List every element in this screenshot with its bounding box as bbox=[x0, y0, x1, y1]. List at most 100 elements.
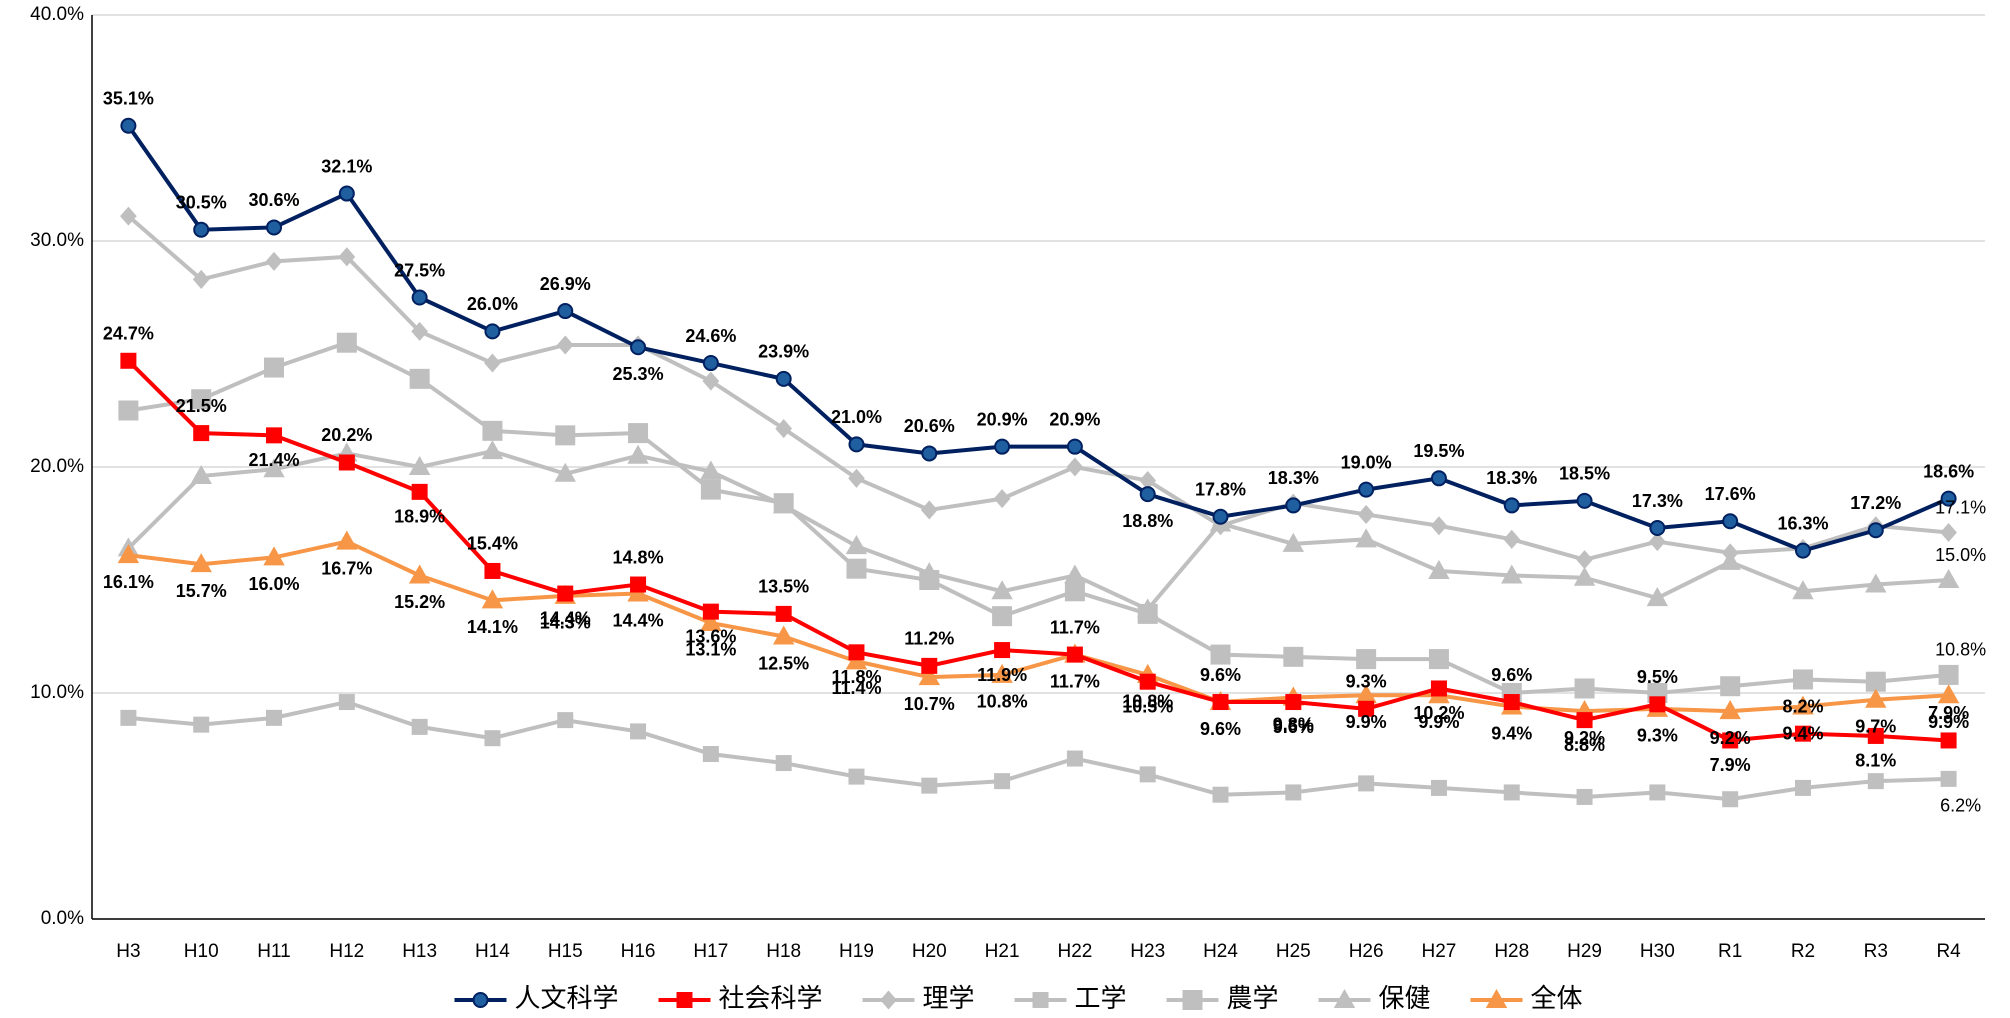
marker bbox=[193, 716, 210, 733]
data-label: 18.9% bbox=[394, 507, 445, 527]
data-label: 27.5% bbox=[394, 260, 445, 280]
marker bbox=[1139, 673, 1156, 690]
data-label: 16.7% bbox=[321, 558, 372, 578]
legend-label: 農学 bbox=[1227, 983, 1279, 1013]
marker bbox=[411, 321, 428, 341]
data-label: 30.6% bbox=[248, 190, 299, 210]
marker bbox=[1357, 504, 1375, 524]
marker bbox=[1503, 529, 1521, 549]
data-label: 17.3% bbox=[1632, 491, 1683, 511]
marker bbox=[1649, 532, 1666, 552]
marker bbox=[1721, 543, 1739, 563]
data-label: 9.3% bbox=[1346, 672, 1387, 692]
data-label: 7.9% bbox=[1710, 755, 1751, 775]
data-label: 26.9% bbox=[540, 274, 591, 294]
marker bbox=[1722, 791, 1739, 808]
data-label: 7.9% bbox=[1928, 703, 1969, 723]
marker bbox=[1576, 788, 1593, 805]
data-label: 13.5% bbox=[758, 577, 809, 597]
marker bbox=[411, 483, 428, 500]
marker bbox=[1867, 773, 1884, 790]
legend-label: 社会科学 bbox=[719, 983, 823, 1013]
data-label: 21.4% bbox=[248, 450, 299, 470]
data-label: 11.7% bbox=[1050, 617, 1100, 637]
marker bbox=[846, 558, 867, 579]
data-label: 15.2% bbox=[394, 592, 445, 612]
marker bbox=[484, 730, 501, 747]
marker bbox=[264, 357, 285, 378]
data-label: 14.4% bbox=[613, 610, 664, 630]
data-label: 20.9% bbox=[977, 409, 1028, 429]
marker bbox=[1139, 766, 1156, 783]
marker bbox=[1066, 438, 1083, 455]
data-label: 19.0% bbox=[1341, 452, 1392, 472]
data-label: 9.7% bbox=[1855, 717, 1896, 737]
marker bbox=[120, 206, 137, 226]
series-line bbox=[128, 340, 1949, 696]
marker bbox=[1064, 564, 1086, 584]
marker bbox=[118, 400, 139, 421]
marker bbox=[848, 468, 865, 488]
marker bbox=[1358, 481, 1375, 498]
marker bbox=[1940, 770, 1957, 787]
marker bbox=[702, 355, 719, 372]
marker bbox=[193, 425, 210, 442]
x-tick-label: H26 bbox=[1349, 941, 1384, 962]
data-label: 18.8% bbox=[1122, 511, 1173, 531]
data-label: 15.0% bbox=[1935, 545, 1986, 565]
y-tick-label: 10.0% bbox=[30, 682, 84, 703]
data-label: 6.2% bbox=[1940, 796, 1981, 816]
marker bbox=[338, 185, 355, 202]
marker bbox=[1937, 684, 1960, 704]
marker bbox=[920, 500, 938, 520]
marker bbox=[557, 303, 574, 320]
marker bbox=[994, 773, 1011, 790]
marker bbox=[1066, 750, 1083, 767]
marker bbox=[1212, 694, 1229, 711]
marker bbox=[408, 564, 431, 584]
marker bbox=[1285, 784, 1302, 801]
x-tick-label: H18 bbox=[766, 941, 801, 962]
marker bbox=[676, 992, 693, 1008]
marker bbox=[628, 423, 649, 444]
y-tick-label: 40.0% bbox=[30, 4, 84, 25]
data-label: 13.1% bbox=[685, 640, 736, 660]
marker bbox=[336, 332, 357, 353]
x-tick-label: H3 bbox=[116, 941, 140, 962]
marker bbox=[1282, 532, 1305, 552]
marker bbox=[484, 353, 501, 373]
marker bbox=[1430, 516, 1448, 536]
marker bbox=[775, 419, 793, 439]
data-label: 9.6% bbox=[1491, 665, 1532, 685]
x-tick-label: H21 bbox=[985, 941, 1020, 962]
marker bbox=[1574, 678, 1595, 699]
data-label: 10.5% bbox=[1122, 696, 1173, 716]
marker bbox=[191, 389, 212, 410]
data-label: 15.4% bbox=[467, 534, 518, 554]
marker bbox=[1503, 694, 1520, 711]
marker bbox=[1430, 779, 1447, 796]
marker bbox=[921, 777, 938, 794]
marker bbox=[556, 335, 574, 355]
legend-label: 全体 bbox=[1531, 983, 1583, 1013]
marker bbox=[190, 553, 212, 573]
marker bbox=[1212, 786, 1229, 803]
marker bbox=[1865, 573, 1887, 593]
data-label: 16.3% bbox=[1777, 513, 1828, 533]
marker bbox=[1576, 492, 1593, 509]
marker bbox=[1333, 988, 1356, 1008]
marker bbox=[1576, 550, 1593, 570]
data-label: 26.0% bbox=[467, 294, 518, 314]
data-label: 20.2% bbox=[321, 425, 372, 445]
data-label: 11.8% bbox=[831, 667, 881, 687]
data-label: 9.8% bbox=[1273, 714, 1314, 734]
x-tick-label: H13 bbox=[402, 941, 437, 962]
marker bbox=[263, 458, 285, 478]
data-label: 16.0% bbox=[248, 574, 299, 594]
marker bbox=[484, 562, 501, 579]
marker bbox=[1794, 725, 1811, 742]
marker bbox=[120, 709, 137, 726]
x-tick-label: H24 bbox=[1203, 941, 1238, 962]
data-label: 9.6% bbox=[1200, 719, 1241, 739]
marker bbox=[1501, 564, 1523, 584]
